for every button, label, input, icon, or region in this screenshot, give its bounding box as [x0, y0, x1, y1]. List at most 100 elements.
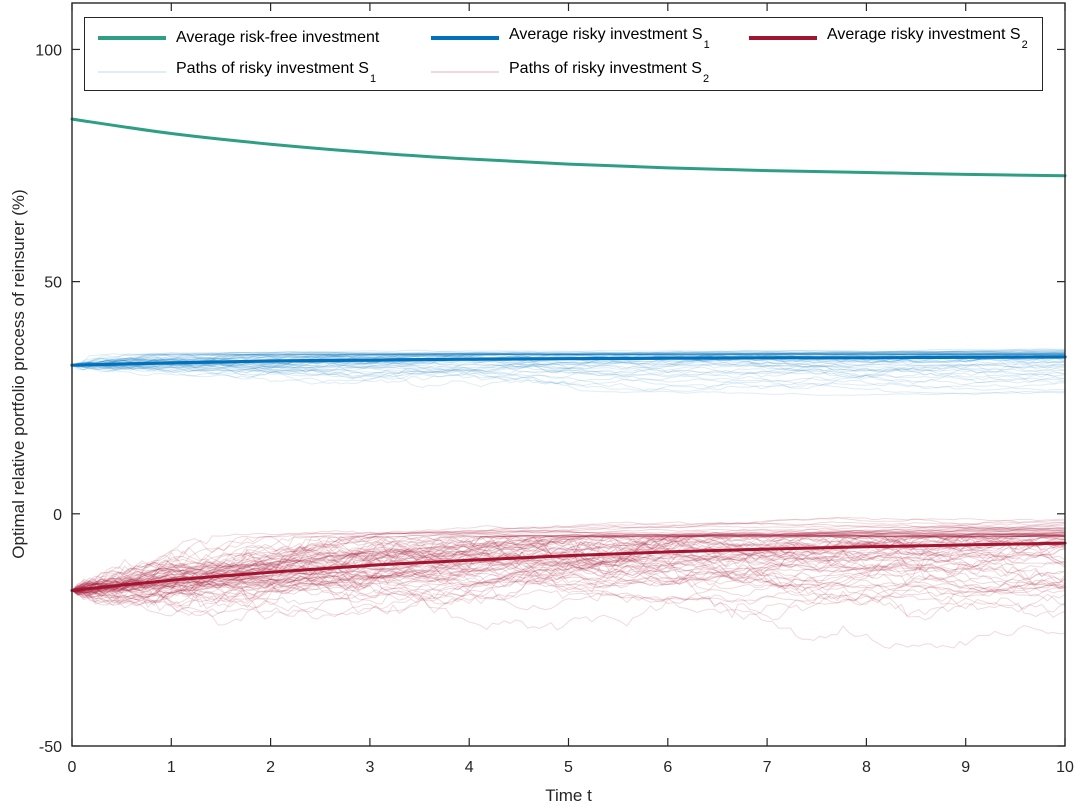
simulated-path [72, 573, 1065, 605]
simulated-path [72, 353, 1065, 380]
simulated-path [72, 354, 1065, 366]
simulated-path [72, 528, 1065, 592]
legend-label: Average risky investment S2 [827, 26, 1028, 51]
legend-label: Average risky investment S1 [509, 26, 710, 51]
simulated-path [72, 351, 1065, 367]
x-axis-label: Time t [545, 786, 592, 805]
simulated-path [72, 363, 1065, 371]
simulated-path [72, 361, 1065, 395]
legend-item: Average risky investment S2 [749, 26, 1028, 51]
simulated-path [72, 349, 1065, 366]
x-tick-label: 9 [961, 759, 970, 776]
simulated-path [72, 353, 1065, 366]
simulated-path [72, 553, 1065, 597]
y-tick-label: -50 [39, 739, 62, 756]
simulated-path [72, 531, 1065, 626]
x-tick-label: 4 [465, 759, 474, 776]
legend-label: Paths of risky investment S2 [509, 60, 710, 85]
simulated-path [72, 525, 1065, 591]
simulated-path [72, 534, 1065, 591]
simulated-path [72, 532, 1065, 614]
legend-item: Average risk-free investment [98, 28, 379, 48]
y-tick-label: 0 [53, 507, 62, 524]
simulated-path [72, 350, 1065, 366]
simulated-path [72, 350, 1065, 366]
simulated-path [72, 533, 1065, 595]
simulated-path [72, 354, 1065, 373]
x-tick-label: 1 [167, 759, 176, 776]
simulated-path [72, 535, 1065, 591]
simulated-path [72, 351, 1065, 366]
simulated-path [72, 573, 1065, 605]
simulated-path [72, 526, 1065, 591]
simulated-paths [72, 348, 1065, 649]
simulated-path [72, 364, 1065, 391]
x-tick-label: 7 [763, 759, 772, 776]
simulated-path [72, 523, 1065, 600]
simulated-path [72, 353, 1065, 372]
simulated-path [72, 361, 1065, 392]
simulated-path [72, 572, 1065, 617]
simulated-path [72, 521, 1065, 604]
simulated-path [72, 352, 1065, 367]
simulated-path [72, 536, 1065, 613]
simulated-path [72, 529, 1065, 591]
simulated-path [72, 354, 1065, 370]
simulated-path [72, 529, 1065, 591]
simulated-path [72, 551, 1065, 594]
simulated-path [72, 535, 1065, 600]
simulated-path [72, 532, 1065, 599]
x-tick-label: 2 [266, 759, 275, 776]
path-ensemble [72, 516, 1065, 649]
mean-curve [70, 541, 1067, 592]
simulated-path [72, 532, 1065, 598]
simulated-path [72, 573, 1065, 594]
simulated-path [72, 550, 1065, 595]
simulated-path [72, 348, 1065, 367]
simulated-path [72, 349, 1065, 371]
simulated-path [72, 552, 1065, 605]
simulated-path [72, 532, 1065, 591]
simulated-path [72, 552, 1065, 605]
simulated-path [72, 530, 1065, 593]
simulated-path [72, 562, 1065, 610]
simulated-path [72, 521, 1065, 597]
simulated-path [72, 353, 1065, 366]
simulated-path [72, 354, 1065, 385]
simulated-path [72, 535, 1065, 596]
simulated-path [72, 349, 1065, 366]
legend-line-swatch [431, 71, 499, 73]
mean-curve [70, 117, 1067, 178]
simulated-path [72, 358, 1065, 375]
simulated-path [72, 529, 1065, 603]
simulated-path [72, 564, 1065, 600]
simulated-path [72, 535, 1065, 593]
simulated-path [72, 535, 1065, 591]
simulated-path [72, 362, 1065, 378]
simulated-path [72, 543, 1065, 591]
simulated-path [72, 353, 1065, 366]
simulated-path [72, 542, 1065, 621]
legend-label-subscript: 2 [1021, 38, 1028, 51]
simulated-path [72, 535, 1065, 592]
simulated-path [72, 535, 1065, 598]
legend-label-subscript: 1 [703, 38, 710, 51]
legend-item: Paths of risky investment S2 [431, 60, 710, 85]
simulated-path [72, 357, 1065, 368]
path-ensemble [72, 348, 1065, 396]
simulated-path [72, 350, 1065, 366]
x-tick-label: 3 [365, 759, 374, 776]
simulated-path [72, 534, 1065, 594]
simulated-path [72, 517, 1065, 591]
legend-label: Average risk-free investment [176, 29, 380, 46]
simulated-path [72, 536, 1065, 594]
x-tick-label: 10 [1056, 759, 1074, 776]
simulated-path [72, 351, 1065, 367]
simulated-path [72, 542, 1065, 592]
simulated-path [72, 533, 1065, 594]
legend-label-subscript: 2 [702, 72, 710, 85]
simulated-path [72, 551, 1065, 621]
simulated-path [72, 348, 1065, 370]
